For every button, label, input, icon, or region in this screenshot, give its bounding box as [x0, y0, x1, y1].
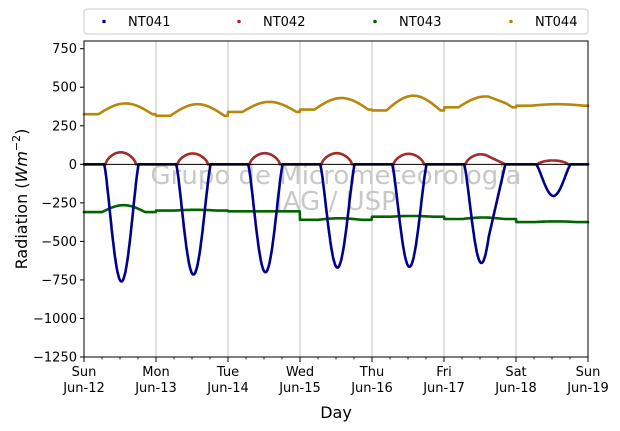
legend-marker-nt041 [102, 19, 106, 24]
x-tick-label-date: Jun-16 [350, 381, 393, 396]
x-tick-label-weekday: Thu [359, 365, 384, 380]
grid [155, 41, 517, 357]
watermark-line-1: Grupo de Micrometeorologia [151, 161, 522, 191]
x-tick-label-weekday: Mon [142, 365, 169, 380]
x-tick-label-weekday: Sun [576, 365, 601, 380]
series-nt044 [82, 94, 590, 118]
legend-marker-nt044 [509, 19, 513, 24]
y-tick-label: −750 [41, 273, 77, 288]
y-tick-label: −1250 [33, 351, 77, 366]
x-tick-label-weekday: Tue [216, 365, 239, 380]
y-tick-label: 500 [52, 81, 77, 96]
x-tick-label-date: Jun-12 [62, 381, 105, 396]
y-tick-label: 750 [52, 42, 77, 57]
x-tick-label-weekday: Wed [286, 365, 314, 380]
y-tick-label: −500 [41, 235, 77, 250]
x-tick-label-weekday: Fri [436, 365, 452, 380]
x-axis-title: Day [320, 403, 352, 422]
legend: NT041 NT042 NT043 NT044 [83, 8, 589, 35]
legend-label-nt042: NT042 [263, 15, 305, 30]
legend-label-nt043: NT043 [399, 15, 441, 30]
x-tick-label-date: Jun-19 [566, 381, 609, 396]
y-axis-title-main: Radiation ( [12, 182, 31, 269]
y-axis-title-unit: Wm [12, 151, 31, 182]
legend-marker-nt042 [237, 19, 241, 24]
x-tick-label-date: Jun-18 [494, 381, 537, 396]
y-tick-label: 250 [52, 119, 77, 134]
legend-box [83, 8, 589, 35]
y-tick-label: 0 [69, 158, 77, 173]
x-axis: SunJun-12MonJun-13TueJun-14WedJun-15ThuJ… [62, 357, 609, 396]
x-tick-label-date: Jun-14 [206, 381, 249, 396]
y-tick-label: −250 [41, 196, 77, 211]
y-axis-title: Radiation (Wm−2) [10, 129, 31, 270]
legend-label-nt044: NT044 [535, 15, 577, 30]
x-tick-label-date: Jun-13 [134, 381, 177, 396]
x-tick-label-weekday: Sat [505, 365, 526, 380]
y-axis-title-exponent: −2 [10, 135, 23, 151]
legend-label-nt041: NT041 [128, 15, 170, 30]
y-axis: −1250 −1000 −750 −500 −250 0 250 500 750 [33, 42, 84, 366]
y-tick-label: −1000 [33, 312, 77, 327]
x-tick-label-date: Jun-15 [278, 381, 321, 396]
y-axis-title-close: ) [12, 129, 31, 135]
x-tick-label-weekday: Sun [72, 365, 97, 380]
legend-marker-nt043 [373, 19, 377, 24]
x-tick-label-date: Jun-17 [422, 381, 465, 396]
